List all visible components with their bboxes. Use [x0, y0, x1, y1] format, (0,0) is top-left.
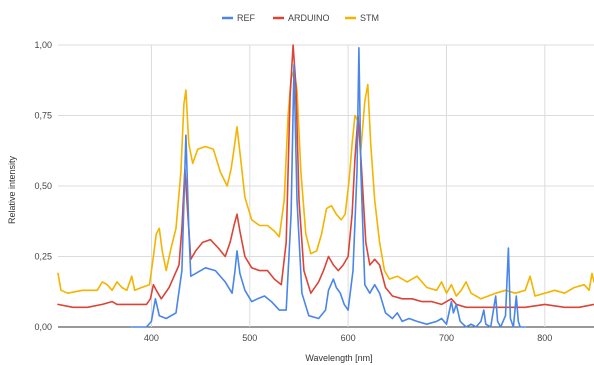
x-axis-title: Wavelength [nm] [305, 353, 372, 363]
y-tick-label: 1,00 [34, 40, 52, 50]
series-lines [57, 44, 594, 328]
series-line-stm [57, 69, 594, 300]
y-tick-label: 0,00 [34, 322, 52, 332]
series-line-arduino [57, 44, 594, 309]
y-axis-title: Relative intensity [7, 155, 17, 224]
legend-item-arduino[interactable]: ARDUINO [273, 13, 330, 23]
x-tick-label: 600 [341, 333, 356, 343]
grid [58, 44, 594, 328]
y-tick-label: 0,25 [34, 252, 52, 262]
y-tick-label: 0,75 [34, 111, 52, 121]
x-tick-label: 400 [144, 333, 159, 343]
series-line-ref [131, 47, 526, 328]
legend-item-stm[interactable]: STM [345, 13, 379, 23]
legend-item-ref[interactable]: REF [222, 13, 256, 23]
legend-label: ARDUINO [288, 13, 330, 23]
legend-label: STM [360, 13, 379, 23]
legend[interactable]: REF ARDUINO STM [222, 13, 379, 23]
axis-ticks: 0,00 0,25 0,50 0,75 1,00 400 500 600 700 800 [34, 40, 552, 343]
legend-label: REF [237, 13, 256, 23]
x-tick-label: 800 [537, 333, 552, 343]
x-tick-label: 500 [242, 333, 257, 343]
x-tick-label: 700 [439, 333, 454, 343]
y-tick-label: 0,50 [34, 181, 52, 191]
